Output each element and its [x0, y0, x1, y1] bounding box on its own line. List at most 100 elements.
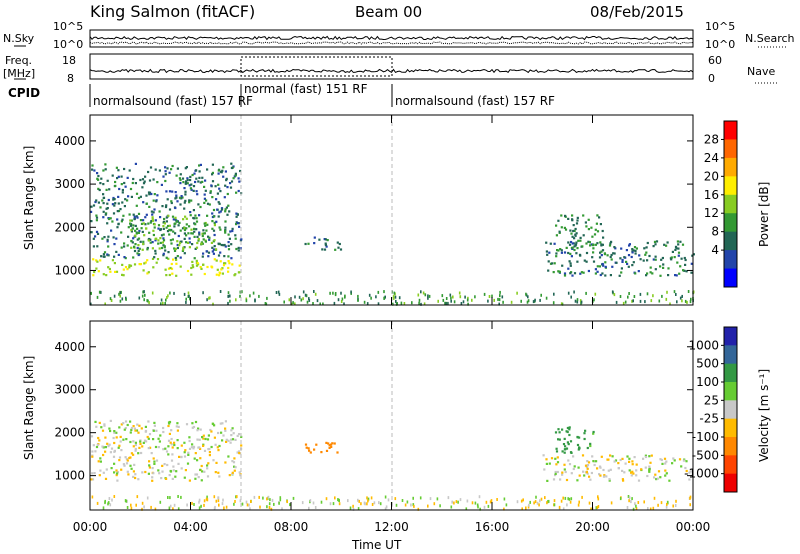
y-tick-label: 4000: [54, 134, 85, 148]
heatmap-cell: [116, 210, 119, 213]
heatmap-cell: [603, 474, 606, 477]
heatmap-cell: [570, 240, 573, 244]
heatmap-cell: [366, 496, 368, 500]
heatmap-cell: [141, 507, 143, 511]
heatmap-cell: [95, 267, 98, 270]
x-tick-label: 20:00: [575, 520, 610, 534]
heatmap-cell: [119, 435, 122, 438]
heatmap-cell: [224, 226, 227, 229]
heatmap-cell: [144, 223, 147, 226]
heatmap-cell: [153, 460, 156, 463]
heatmap-cell: [207, 448, 210, 451]
heatmap-cell: [689, 470, 692, 473]
heatmap-cell: [184, 193, 187, 196]
heatmap-cell: [177, 224, 180, 227]
heatmap-cell: [180, 240, 183, 243]
heatmap-cell: [176, 167, 179, 170]
heatmap-cell: [186, 177, 189, 180]
heatmap-cell: [193, 257, 196, 260]
heatmap-cell: [649, 266, 652, 269]
heatmap-cell: [176, 255, 179, 258]
heatmap-cell: [217, 431, 220, 435]
heatmap-cell: [161, 241, 164, 244]
freq-right-tick-top: 60: [708, 54, 722, 67]
heatmap-cell: [99, 469, 102, 472]
heatmap-cell: [184, 190, 187, 193]
heatmap-cell: [224, 231, 227, 234]
heatmap-cell: [680, 465, 683, 468]
heatmap-cell: [453, 501, 455, 505]
heatmap-cell: [208, 238, 211, 241]
heatmap-cell: [116, 177, 119, 180]
heatmap-cell: [566, 503, 568, 507]
heatmap-cell: [120, 290, 122, 294]
heatmap-cell: [649, 461, 652, 464]
heatmap-cell: [129, 420, 132, 423]
heatmap-cell: [196, 262, 199, 265]
colorbar-swatch: [724, 268, 737, 288]
heatmap-cell: [202, 238, 205, 241]
heatmap-cell: [175, 174, 178, 177]
heatmap-cell: [101, 237, 104, 240]
heatmap-cell: [233, 502, 235, 506]
heatmap-cell: [358, 499, 360, 503]
heatmap-cell: [627, 295, 629, 299]
heatmap-cell: [654, 473, 657, 476]
heatmap-cell: [187, 232, 190, 235]
heatmap-cell: [600, 250, 603, 253]
heatmap-cell: [106, 240, 109, 243]
heatmap-cell: [148, 433, 152, 436]
heatmap-cell: [370, 296, 372, 300]
heatmap-cell: [292, 496, 295, 500]
heatmap-cell: [634, 252, 637, 255]
heatmap-cell: [147, 472, 150, 475]
heatmap-cell: [666, 502, 668, 506]
heatmap-cell: [352, 504, 354, 508]
heatmap-cell: [628, 499, 630, 503]
heatmap-cell: [98, 188, 101, 192]
heatmap-cell: [560, 249, 563, 252]
heatmap-cell: [340, 300, 343, 303]
heatmap-cell: [116, 218, 119, 221]
heatmap-cell: [95, 425, 98, 428]
heatmap-cell: [630, 471, 633, 474]
heatmap-cell: [680, 257, 683, 260]
heatmap-cell: [574, 299, 577, 303]
x-tick-label: 04:00: [173, 520, 208, 534]
heatmap-cell: [144, 261, 147, 264]
heatmap-cell: [143, 298, 145, 302]
heatmap-cell: [225, 440, 228, 443]
heatmap-cell: [411, 301, 413, 305]
heatmap-cell: [129, 431, 132, 434]
heatmap-cell: [487, 299, 489, 303]
heatmap-cell: [498, 302, 500, 306]
heatmap-cell: [584, 221, 587, 224]
heatmap-cell: [187, 241, 190, 244]
heatmap-cell: [371, 503, 374, 506]
heatmap-cell: [594, 272, 597, 275]
heatmap-cell: [596, 270, 599, 273]
heatmap-cell: [370, 496, 373, 500]
heatmap-cell: [117, 202, 120, 205]
heatmap-cell: [120, 220, 123, 223]
heatmap-cell: [188, 201, 191, 204]
heatmap-cell: [227, 439, 230, 442]
heatmap-cell: [268, 506, 271, 509]
heatmap-cell: [516, 291, 518, 295]
heatmap-cell: [338, 502, 341, 506]
heatmap-cell: [175, 258, 178, 261]
heatmap-cell: [103, 423, 106, 426]
heatmap-cell: [637, 479, 641, 482]
heatmap-cell: [109, 429, 112, 433]
heatmap-cell: [134, 234, 137, 237]
heatmap-cell: [657, 470, 661, 473]
heatmap-cell: [230, 257, 233, 260]
heatmap-cell: [644, 455, 648, 459]
heatmap-cell: [158, 440, 161, 443]
heatmap-cell: [661, 256, 664, 260]
heatmap-cell: [229, 441, 232, 444]
heatmap-cell: [161, 205, 164, 208]
heatmap-cell: [234, 466, 237, 469]
heatmap-cell: [102, 255, 105, 258]
heatmap-cell: [583, 437, 586, 441]
